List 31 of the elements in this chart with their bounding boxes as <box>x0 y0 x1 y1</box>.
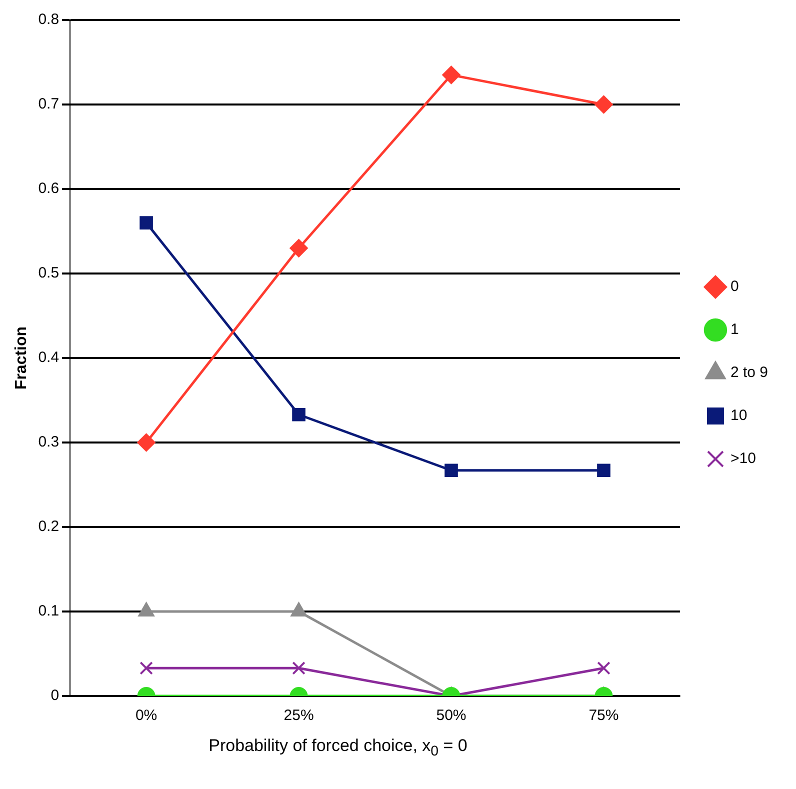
legend-label: >10 <box>730 450 756 468</box>
point <box>442 66 460 84</box>
y-tick-label: 0 <box>50 687 60 704</box>
y-axis-title: Fraction <box>13 326 30 390</box>
legend-label: 0 <box>730 278 739 296</box>
x-tick-label: 50% <box>436 707 466 724</box>
x-tick-label: 0% <box>135 707 158 724</box>
point <box>292 408 306 422</box>
y-tick-label: 0.1 <box>38 602 60 620</box>
x-tick-label: 75% <box>588 707 619 724</box>
y-tick-label: 0.5 <box>38 264 60 282</box>
point <box>597 464 610 478</box>
legend-label: 10 <box>730 407 748 424</box>
point <box>290 239 308 258</box>
point <box>594 96 613 114</box>
y-tick-label: 0.3 <box>38 434 60 451</box>
legend-label: 2 to 9 <box>730 364 768 382</box>
y-tick-label: 0.6 <box>38 180 60 198</box>
y-tick-label: 0.4 <box>38 349 60 366</box>
point <box>444 464 458 478</box>
legend-label: 1 <box>730 321 739 338</box>
point <box>140 661 153 675</box>
point <box>292 661 306 675</box>
y-tick-label: 0.2 <box>38 518 60 536</box>
y-tick-label: 0.7 <box>38 96 60 113</box>
point <box>597 661 610 675</box>
x-tick-label: 25% <box>284 707 314 724</box>
point <box>140 216 153 230</box>
x-axis-title: Probability of forced choice, x$_{0}$ = 0 <box>208 736 468 760</box>
point <box>137 434 156 452</box>
y-tick-label: 0.8 <box>38 11 60 28</box>
